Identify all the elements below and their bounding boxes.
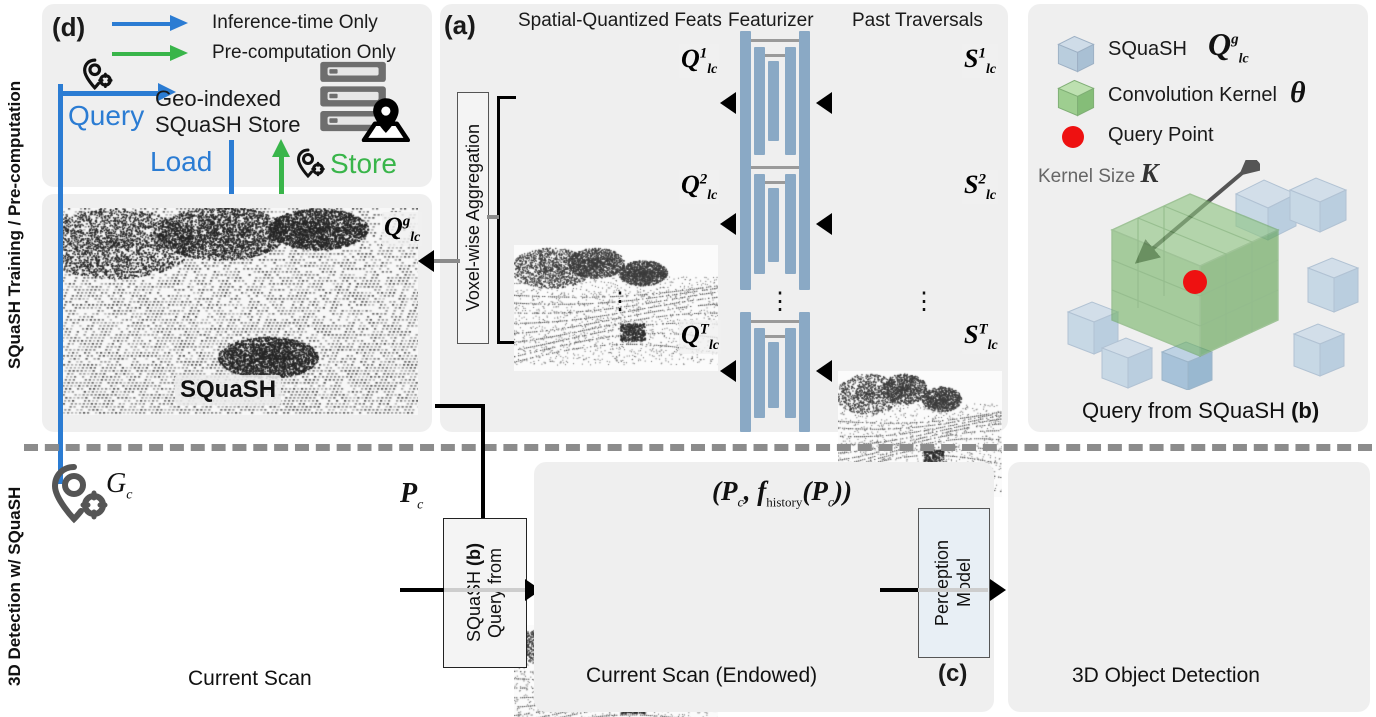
scan-label-P: Pc [400, 478, 424, 513]
scan-to-query-shaft [400, 588, 444, 592]
side-label-bottom: 3D Detection w/ SQuaSH [5, 486, 24, 686]
scan-label-G: Gc [106, 468, 133, 503]
panel-detection [1008, 462, 1370, 712]
cube-icon-squash [1052, 30, 1100, 78]
legend-math-squash: Qglc [1208, 26, 1249, 67]
detection-caption: 3D Object Detection [1072, 664, 1260, 687]
squash-name-badge: SQuaSH [175, 375, 282, 405]
squash-to-query-elbow-h [435, 404, 485, 408]
store-arrow [272, 139, 292, 210]
perception-model-box: Perception Model [918, 508, 990, 658]
query-from-squash-line1: Query from [485, 547, 505, 639]
query-arrow [60, 83, 180, 104]
side-label-top: SQuaSH Training / Pre-computation [5, 80, 24, 370]
section-divider [24, 444, 1372, 451]
perception-through-arrow [918, 588, 988, 592]
featurizer-row-1 [740, 158, 810, 290]
panel-a-col-header-0: Spatial-Quantized Feats [518, 10, 722, 31]
cube-icon-kernel [1052, 74, 1100, 122]
panel-a-col-header-1: Featurizer [728, 10, 814, 31]
ellipsis-s: ⋮ [912, 288, 936, 315]
legend-arrow-precomputation [112, 45, 192, 61]
perception-model-line1: Perception [932, 539, 953, 627]
ellipsis-featurizer: ⋮ [768, 288, 792, 315]
q-symbol-row-0: Q1lc [679, 44, 720, 79]
arrow-featurizer-to-q-1 [720, 213, 736, 235]
store-label: Store [330, 148, 397, 179]
query-feed-line [58, 84, 63, 484]
arrow-traversal-to-featurizer-0 [816, 92, 832, 114]
current-scan-caption: Current Scan [188, 667, 312, 690]
geo-pin-icon-query [82, 57, 116, 93]
load-label: Load [150, 146, 213, 177]
q-symbol-row-2: QTlc [679, 320, 722, 355]
aggregation-to-squash-arrow [418, 250, 434, 272]
voxel-aggregation-box: Voxel-wise Aggregation [457, 92, 489, 344]
endowed-math-label: (Pc, fhistory(Pc)) [712, 476, 853, 511]
query-box-through-arrow [443, 588, 525, 592]
perception-to-detection-arrow [990, 579, 1006, 601]
featurizer-row-0 [740, 31, 810, 171]
perception-model-line2: Model [954, 558, 974, 608]
geo-pin-icon-scan [50, 462, 114, 528]
panel-a-tag: (a) [444, 10, 476, 40]
endowed-to-perception-shaft [880, 588, 920, 592]
squash-map-symbol: Qglc [382, 212, 423, 247]
panel-d-tag: (d) [52, 12, 86, 42]
s-symbol-row-1: S2lc [962, 170, 999, 205]
query-label: Query [68, 100, 145, 131]
arrow-featurizer-to-q-2 [720, 360, 736, 382]
geo-pin-icon-store [296, 147, 328, 181]
legend-label-squash: SQuaSH [1108, 38, 1187, 60]
dot-icon-query-point [1062, 126, 1084, 148]
legend-label-kernel: Convolution Kernel [1108, 84, 1277, 106]
s-symbol-row-0: S1lc [962, 44, 999, 79]
arrow-traversal-to-featurizer-1 [816, 213, 832, 235]
legend-label-inference: Inference-time Only [212, 12, 378, 33]
arrow-featurizer-to-q-0 [720, 92, 736, 114]
store-title-line2: SQuaSH Store [155, 112, 301, 137]
legend-math-kernel: θ [1290, 76, 1306, 109]
ellipsis-q: ⋮ [608, 288, 632, 315]
s-symbol-row-2: STlc [962, 320, 1000, 355]
arrow-traversal-to-featurizer-2 [816, 360, 832, 382]
q-symbol-row-1: Q2lc [679, 170, 720, 205]
legend-label-query-point: Query Point [1108, 124, 1214, 146]
endowed-scan-caption: Current Scan (Endowed) [586, 664, 818, 687]
legend-arrow-inference [112, 15, 192, 31]
legend-label-precomputation: Pre-computation Only [212, 42, 396, 63]
squash-to-query-elbow-v [481, 404, 485, 520]
query-from-squash-line2: SQuaSH (b) [464, 543, 485, 643]
featurizer-row-2 [740, 312, 810, 432]
aggregation-bracket [497, 96, 516, 344]
aggregation-to-squash-shaft [432, 259, 460, 263]
panel-a-col-header-2: Past Traversals [852, 10, 983, 31]
panel-b-caption: Query from SQuaSH (b) [1082, 398, 1320, 423]
store-title-line1: Geo-indexed [155, 86, 281, 111]
kernel-cube-illustration [1040, 170, 1360, 391]
panel-endowed [534, 462, 994, 712]
panel-c-tag: (c) [938, 660, 968, 687]
server-rack-icon [318, 60, 411, 143]
query-from-squash-box: SQuaSH (b) Query from [443, 518, 527, 668]
aggregation-bracket-stem [487, 215, 499, 219]
